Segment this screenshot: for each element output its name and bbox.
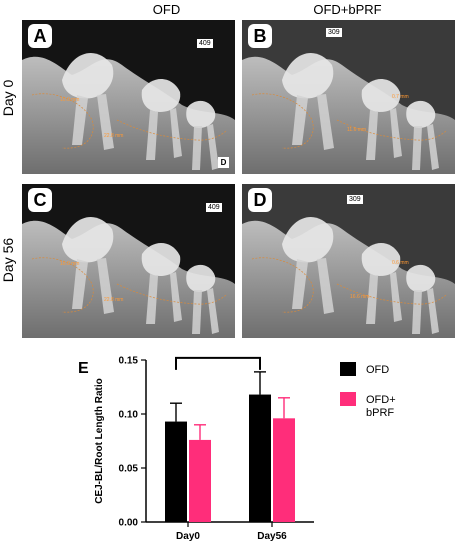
- panel-letter: B: [248, 24, 272, 48]
- bar-day56-series-1: [249, 394, 271, 522]
- specimen-label: 309: [326, 28, 342, 37]
- tooth-root-3: [146, 274, 158, 324]
- tooth-root-4: [390, 272, 402, 322]
- bar-day56-series-2: [273, 418, 295, 522]
- tooth-root-6: [427, 288, 439, 334]
- radiograph-image: [22, 53, 235, 174]
- measurement-outline: [31, 257, 94, 313]
- measurement-label: 0.6 mm: [392, 260, 409, 266]
- tooth-crown-3: [186, 264, 216, 292]
- tooth-root-2: [317, 258, 334, 314]
- tooth-root-1: [292, 95, 308, 145]
- panel-letter: A: [28, 24, 52, 48]
- bar-day0-series-1: [165, 421, 187, 522]
- panel-letter: E: [78, 360, 89, 377]
- column-header-ofd: OFD: [152, 2, 181, 17]
- tooth-root-2: [97, 94, 114, 150]
- column-header-ofd-bprf: OFD+bPRF: [313, 2, 382, 17]
- radiograph-image: [242, 53, 455, 174]
- legend-label-series-2-line-2: bPRF: [366, 407, 394, 419]
- row-label-day-0: Day 0: [0, 79, 16, 117]
- tooth-root-4: [170, 272, 182, 322]
- tooth-crown-2: [361, 78, 401, 112]
- tooth-root-2: [97, 258, 114, 314]
- radiograph-image: [242, 217, 455, 338]
- y-tick-label: 0.15: [119, 356, 139, 367]
- measurement-label: 22.8 mm: [104, 133, 124, 139]
- tooth-crown-1: [282, 217, 334, 263]
- tooth-root-1: [72, 259, 88, 309]
- measurement-outline: [251, 93, 314, 149]
- tooth-root-5: [412, 290, 422, 334]
- tooth-root-1: [72, 95, 88, 145]
- legend-label-series-1: OFD: [366, 364, 389, 376]
- specimen-label: 409: [197, 39, 213, 48]
- radiograph-panel-c: C 409 10.0 mm 22.8 mm: [22, 184, 235, 338]
- measurement-label: 16.6 mm: [350, 294, 370, 300]
- measurement-label: 10.0 mm: [60, 97, 80, 103]
- panel-letter: C: [28, 188, 52, 212]
- legend-swatch-series-2: [340, 392, 356, 406]
- tooth-root-5: [412, 126, 422, 170]
- y-axis-label: CEJ-BL/Root Length Ratio: [94, 378, 105, 504]
- specimen-label: 409: [206, 203, 222, 212]
- tooth-crown-1: [282, 53, 334, 99]
- measurement-outline: [116, 119, 228, 141]
- tooth-root-3: [366, 274, 378, 324]
- radiograph-panel-d: D 309 0.6 mm 16.6 mm: [242, 184, 455, 338]
- tooth-root-6: [207, 124, 219, 170]
- measurement-label: 10.0 mm: [60, 261, 80, 267]
- bar-chart-panel: E 0.00 0.05 0.10 0.15 CEJ-BL/Root Length Rati…: [0, 348, 464, 550]
- radiograph-panel-a: A 409 10.0 mm 22.8 mm D: [22, 20, 235, 174]
- tooth-crown-3: [186, 100, 216, 128]
- tooth-crown-3: [406, 264, 436, 292]
- tooth-root-3: [366, 110, 378, 160]
- panel-letter: D: [248, 188, 272, 212]
- tooth-root-5: [192, 126, 202, 170]
- bar-day0-series-2: [189, 439, 211, 522]
- tooth-crown-2: [141, 78, 181, 112]
- y-tick-label: 0.00: [119, 518, 139, 529]
- measurement-outline: [336, 283, 448, 305]
- tooth-root-6: [427, 124, 439, 170]
- x-tick-label: Day0: [176, 531, 200, 542]
- measurement-outline: [251, 257, 314, 313]
- corner-mark: D: [218, 157, 229, 168]
- tooth-root-1: [292, 259, 308, 309]
- tooth-crown-2: [141, 242, 181, 276]
- legend-swatch-series-1: [340, 362, 356, 376]
- x-tick-label: Day56: [257, 531, 287, 542]
- row-label-day-56: Day 56: [0, 237, 16, 283]
- tooth-crown-3: [406, 100, 436, 128]
- tooth-root-4: [170, 108, 182, 158]
- tooth-root-6: [207, 288, 219, 334]
- tooth-root-4: [390, 108, 402, 158]
- specimen-label: 309: [347, 195, 363, 204]
- measurement-label: 11.6 mm: [347, 127, 367, 133]
- tooth-root-2: [317, 94, 334, 150]
- tooth-crown-2: [361, 242, 401, 276]
- legend-label-series-2-line-1: OFD+: [366, 394, 396, 406]
- y-tick-label: 0.10: [119, 410, 139, 421]
- significance-bracket: [175, 356, 261, 370]
- y-tick-label: 0.05: [119, 464, 139, 475]
- tooth-root-3: [146, 110, 158, 160]
- tooth-crown-1: [62, 217, 114, 263]
- tooth-crown-1: [62, 53, 114, 99]
- bar-chart: E 0.00 0.05 0.10 0.15 CEJ-BL/Root Length Rati…: [78, 356, 396, 543]
- tooth-root-5: [192, 290, 202, 334]
- measurement-label: 22.8 mm: [104, 297, 124, 303]
- measurement-outline: [336, 119, 448, 141]
- measurement-outline: [31, 93, 94, 149]
- radiograph-panel-b: B 309 0.7 mm 11.6 mm: [242, 20, 455, 174]
- measurement-outline: [116, 283, 228, 305]
- radiograph-image: [22, 217, 235, 338]
- measurement-label: 0.7 mm: [392, 94, 409, 100]
